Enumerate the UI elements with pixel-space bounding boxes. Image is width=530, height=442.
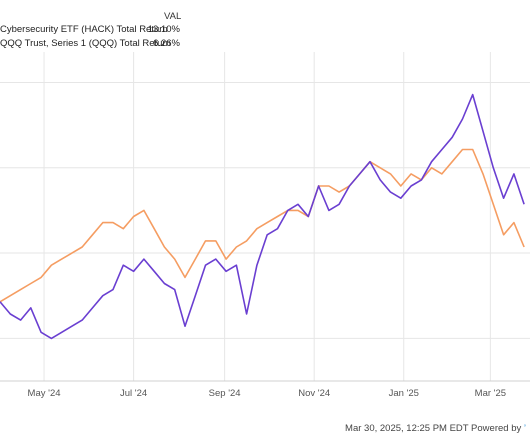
x-tick-label: May '24 (28, 388, 61, 399)
x-tick-label: Jul '24 (120, 388, 147, 399)
legend-item-label: QQQ Trust, Series 1 (QQQ) Total Return (0, 38, 171, 49)
footer-attribution: Mar 30, 2025, 12:25 PM EDT Powered by ’ (345, 423, 526, 434)
x-tick-label: Nov '24 (298, 388, 330, 399)
legend-item-value: 13.10% (147, 24, 180, 35)
ycharts-logo-icon: ’ (523, 423, 526, 434)
x-tick-label: Sep '24 (209, 388, 241, 399)
x-axis: May '24 Jul '24 Sep '24 Nov '24 Jan '25 Mar '… (28, 388, 506, 399)
footer-text: Mar 30, 2025, 12:25 PM EDT Powered by (345, 423, 522, 434)
grid-lines (0, 52, 530, 382)
series-line-hack[interactable] (0, 93, 525, 340)
legend-item-qqq[interactable]: QQQ Trust, Series 1 (QQQ) Total Return 6… (0, 38, 184, 52)
series-line-qqq[interactable] (0, 148, 525, 303)
legend-item-label: Cybersecurity ETF (HACK) Total Return (0, 24, 168, 35)
legend: VAL Cybersecurity ETF (HACK) Total Retur… (0, 0, 200, 56)
series-layer (0, 93, 525, 340)
legend-header: VAL (164, 11, 182, 22)
legend-item-hack[interactable]: Cybersecurity ETF (HACK) Total Return 13… (0, 24, 184, 38)
x-tick-label: Mar '25 (475, 388, 506, 399)
x-tick-label: Jan '25 (389, 388, 419, 399)
legend-item-value: 6.26% (153, 38, 180, 49)
